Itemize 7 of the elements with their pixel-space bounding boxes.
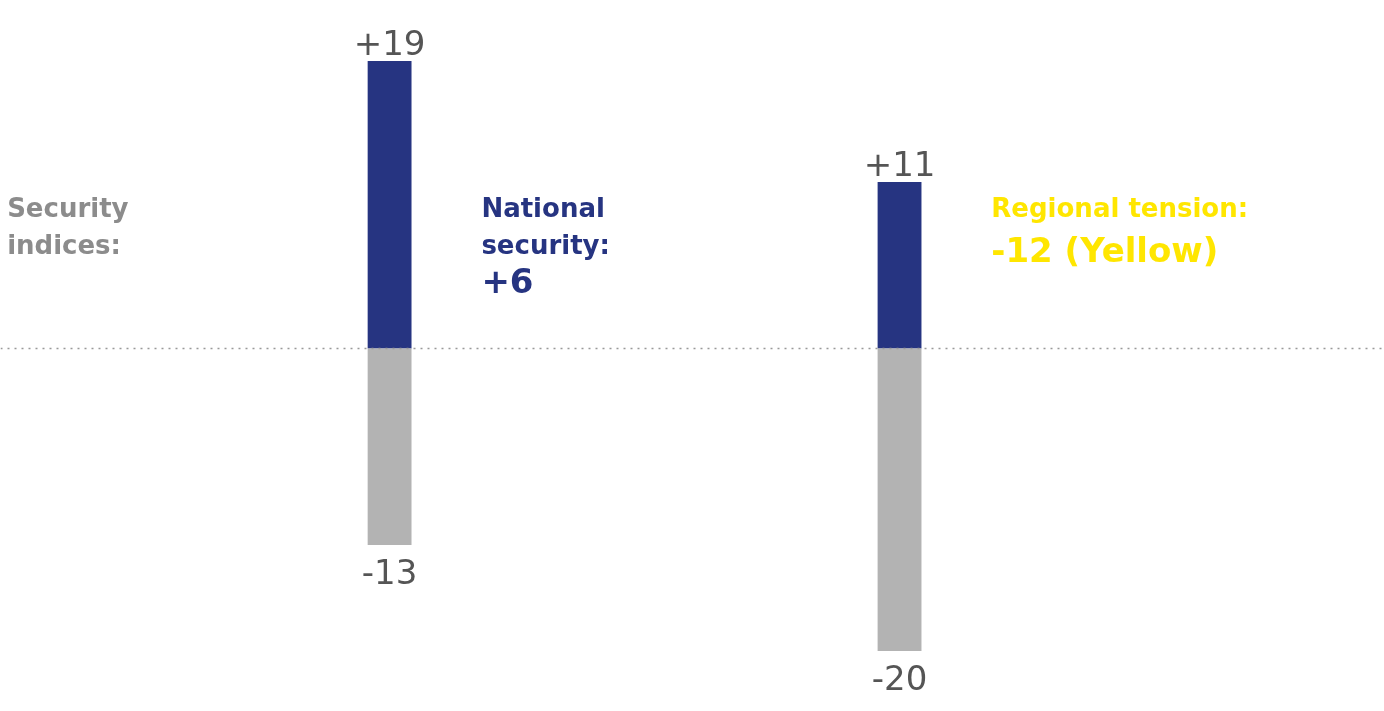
data-label: +19 xyxy=(353,23,426,64)
annotation: Regional tension: -12 (Yellow) xyxy=(991,192,1249,271)
data-label: -13 xyxy=(361,552,418,593)
annotation: Security indices: xyxy=(7,192,129,261)
data-label: -20 xyxy=(871,657,928,698)
annotation: National security: +6 xyxy=(481,192,610,302)
data-label: +11 xyxy=(863,144,936,185)
